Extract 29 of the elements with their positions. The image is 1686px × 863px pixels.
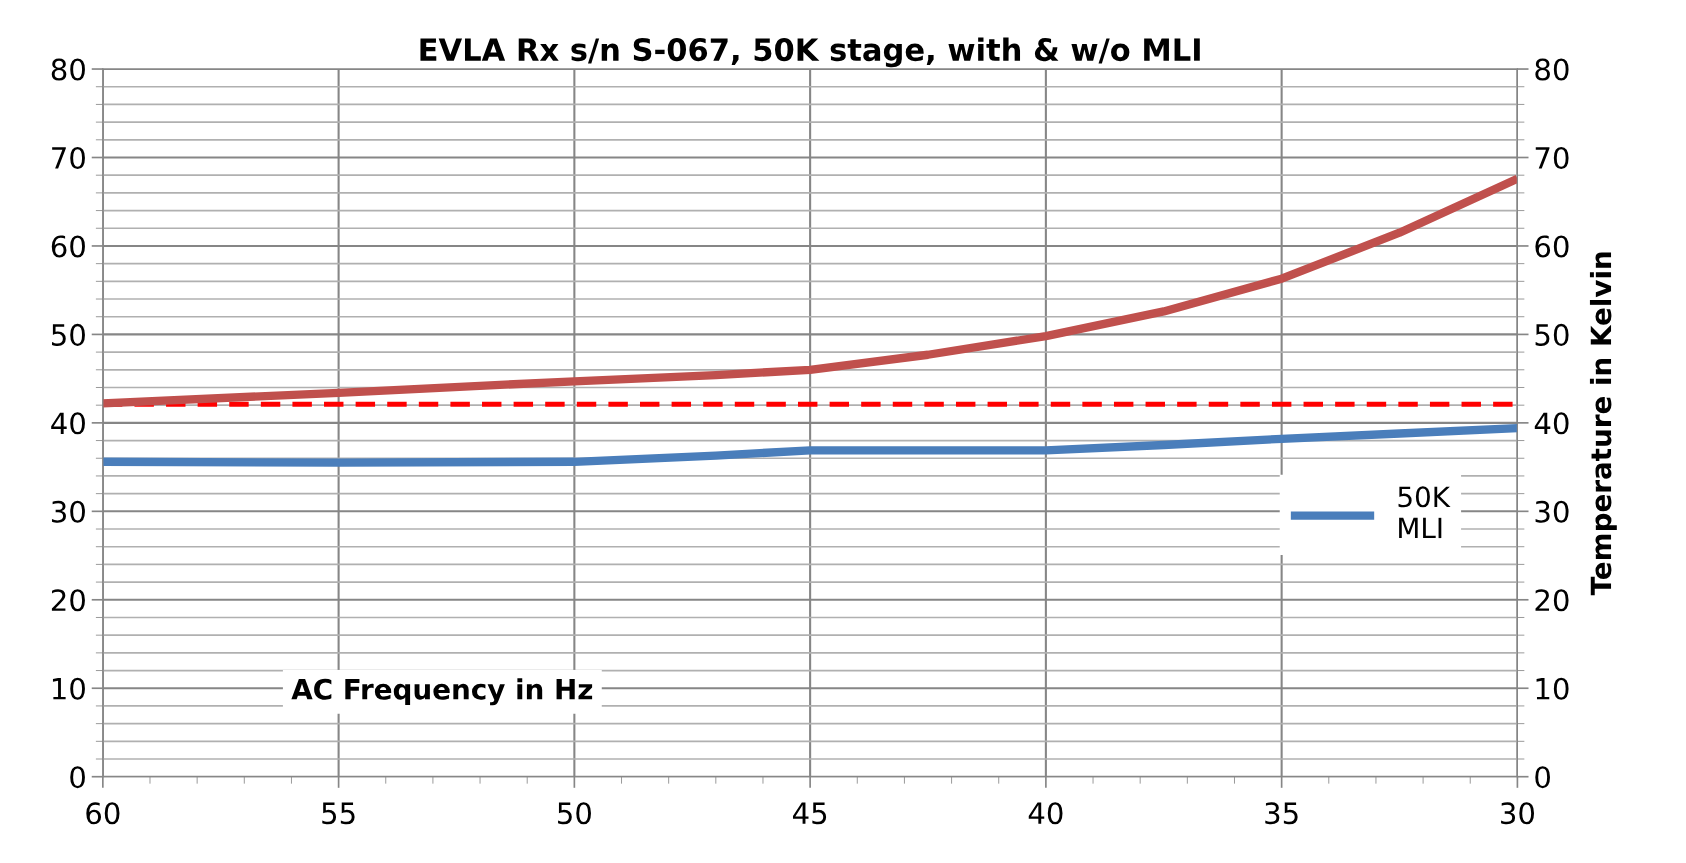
y-tick-label: 80 — [51, 58, 85, 81]
y2-tick-label: 60 — [1535, 235, 1569, 258]
y2-tick-label: 30 — [1535, 500, 1569, 523]
x-tick-label: 60 — [86, 802, 120, 825]
y2-axis-title: Temperature in Kelvin — [1589, 252, 1617, 596]
y-tick-label: 70 — [52, 146, 85, 169]
x-tick-label: 55 — [322, 802, 355, 825]
y-tick-label: 20 — [51, 589, 85, 612]
y-tick-label: 50 — [52, 323, 85, 346]
x-tick-label: 45 — [792, 802, 827, 825]
y2-tick-label: 20 — [1535, 589, 1569, 612]
y2-tick-label: 80 — [1535, 58, 1569, 81]
legend-label: 50K MLI — [1398, 486, 1451, 539]
y-tick-label: 0 — [70, 766, 85, 789]
y2-tick-label: 40 — [1534, 412, 1569, 435]
x-tick-label: 40 — [1028, 802, 1063, 825]
y2-tick-label: 70 — [1535, 146, 1569, 169]
x-axis-title: AC Frequency in Hz — [291, 678, 593, 706]
x-tick-label: 50 — [558, 802, 591, 825]
y-tick-label: 30 — [51, 500, 85, 523]
y2-tick-label: 10 — [1536, 677, 1569, 700]
y-tick-label: 40 — [51, 412, 85, 435]
y2-tick-label: 0 — [1535, 766, 1550, 789]
y2-tick-label: 50 — [1535, 323, 1569, 346]
x-tick-label: 30 — [1501, 802, 1535, 825]
chart-title: EVLA Rx s/n S-067, 50K stage, with & w/o MLI — [420, 37, 1200, 68]
y-tick-label: 10 — [52, 677, 85, 700]
x-tick-label: 35 — [1265, 802, 1298, 825]
y-tick-label: 60 — [51, 235, 85, 258]
